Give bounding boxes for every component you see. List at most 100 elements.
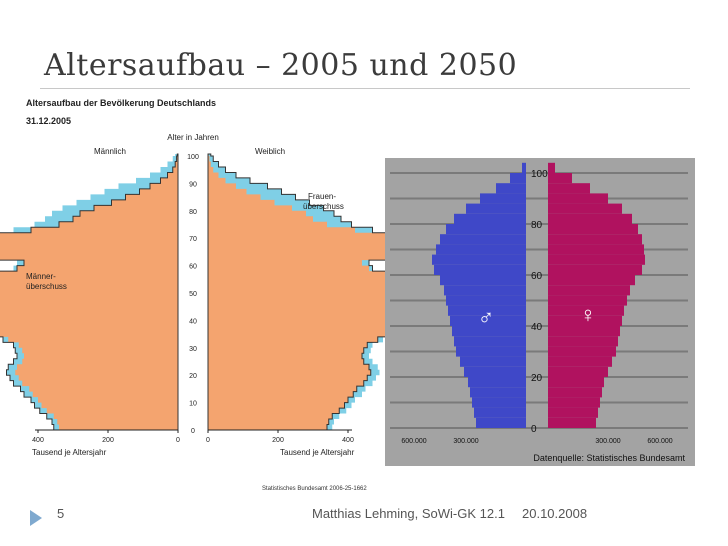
x-unit-label-left: Tausend je Altersjahr <box>32 448 107 457</box>
female-bar <box>548 356 612 367</box>
y-tick-label: 60 <box>531 271 543 282</box>
female-bar <box>548 387 602 398</box>
female-bar <box>548 264 642 275</box>
male-bar <box>472 397 526 408</box>
female-bar <box>548 234 642 245</box>
female-bar <box>548 315 622 326</box>
male-bar <box>440 234 526 245</box>
slide-marker-icon <box>30 510 42 526</box>
female-bar <box>548 397 600 408</box>
female-label: Weiblich <box>255 147 285 156</box>
female-surplus-label-2: überschuss <box>303 202 344 211</box>
y-tick-label: 100 <box>187 154 199 161</box>
y-tick-label: 100 <box>531 169 548 180</box>
male-bar <box>460 356 526 367</box>
x-tick-label: 200 <box>102 437 114 444</box>
x-tick-label: 0 <box>206 437 210 444</box>
female-bar <box>548 366 608 377</box>
male-bar <box>510 173 526 184</box>
slide-title: Altersaufbau – 2005 und 2050 <box>44 48 518 83</box>
center-axis-label: Alter in Jahren <box>167 133 219 142</box>
x-tick-label: 300.000 <box>595 438 620 445</box>
female-symbol: ♀ <box>580 302 597 327</box>
male-bar <box>468 377 526 388</box>
female-bar <box>548 183 590 194</box>
x-tick-label: 600.000 <box>401 438 426 445</box>
male-label: Männlich <box>94 147 126 156</box>
chart2-source: Datenquelle: Statistisches Bundesamt <box>533 453 685 463</box>
chart1-title: Altersaufbau der Bevölkerung Deutschland… <box>26 98 216 108</box>
y-tick-label: 20 <box>189 373 197 380</box>
page-number: 5 <box>57 506 65 521</box>
female-bar <box>548 275 635 286</box>
x-tick-label: 400 <box>342 437 354 444</box>
x-tick-label: 0 <box>176 437 180 444</box>
male-bar <box>470 387 526 398</box>
female-bar <box>548 173 572 184</box>
male-bar <box>476 417 526 428</box>
male-bar <box>436 244 526 255</box>
male-bar <box>496 183 526 194</box>
y-tick-label: 20 <box>531 373 543 384</box>
chart2-background <box>385 158 695 466</box>
male-outline <box>0 153 179 431</box>
male-bar <box>522 162 526 173</box>
female-bar <box>548 295 627 306</box>
y-tick-label: 50 <box>189 291 197 298</box>
female-bar <box>548 326 620 337</box>
female-bar <box>548 213 632 224</box>
chart1-source: Statistisches Bundesamt 2006-25-1662 <box>262 486 367 492</box>
female-bar <box>548 377 604 388</box>
male-bar <box>454 213 526 224</box>
female-bar <box>548 336 618 347</box>
female-bar <box>548 193 608 204</box>
female-bar <box>548 162 555 173</box>
x-unit-label-right: Tausend je Altersjahr <box>280 448 355 457</box>
title-divider <box>40 88 690 89</box>
footer-date: 20.10.2008 <box>522 506 588 521</box>
female-bar <box>548 203 622 214</box>
male-bar <box>466 203 526 214</box>
y-tick-label: 40 <box>189 318 197 325</box>
chart1-subtitle: 31.12.2005 <box>26 116 71 126</box>
male-bar <box>450 315 526 326</box>
female-bar <box>548 346 616 357</box>
female-bar <box>548 417 596 428</box>
y-tick-label: 70 <box>189 236 197 243</box>
male-population-area <box>0 154 178 430</box>
male-bar <box>452 326 526 337</box>
female-bar <box>548 305 624 316</box>
male-surplus-label: Männer- <box>26 272 56 281</box>
female-bar <box>548 244 644 255</box>
x-tick-label: 400 <box>32 437 44 444</box>
male-bar <box>464 366 526 377</box>
male-bar <box>432 254 526 265</box>
male-bar <box>446 295 526 306</box>
y-tick-label: 40 <box>531 322 543 333</box>
pyramid-2050: 0 20 40 60 80 100 600.000 300.000 300.000 600.000… <box>385 158 695 466</box>
female-surplus-label: Frauen- <box>308 192 336 201</box>
x-tick-label: 200 <box>272 437 284 444</box>
x-tick-label: 600.000 <box>647 438 672 445</box>
y-tick-label: 0 <box>531 424 537 435</box>
female-bar <box>548 254 645 265</box>
y-tick-label: 30 <box>189 346 197 353</box>
female-bar <box>548 224 638 235</box>
male-bar <box>440 275 526 286</box>
y-tick-label: 80 <box>189 209 197 216</box>
male-bar <box>448 305 526 316</box>
footer-author: Matthias Lehming, SoWi-GK 12.1 <box>312 506 505 521</box>
female-bar <box>548 407 598 418</box>
male-bar <box>480 193 526 204</box>
male-bar <box>444 285 526 296</box>
male-bar <box>474 407 526 418</box>
female-bar <box>548 285 630 296</box>
y-tick-label: 80 <box>531 220 543 231</box>
y-tick-label: 0 <box>191 428 195 435</box>
y-tick-label: 90 <box>189 181 197 188</box>
y-tick-label: 60 <box>189 264 197 271</box>
male-bar <box>454 336 526 347</box>
male-bar <box>446 224 526 235</box>
male-symbol: ♂ <box>478 305 495 330</box>
